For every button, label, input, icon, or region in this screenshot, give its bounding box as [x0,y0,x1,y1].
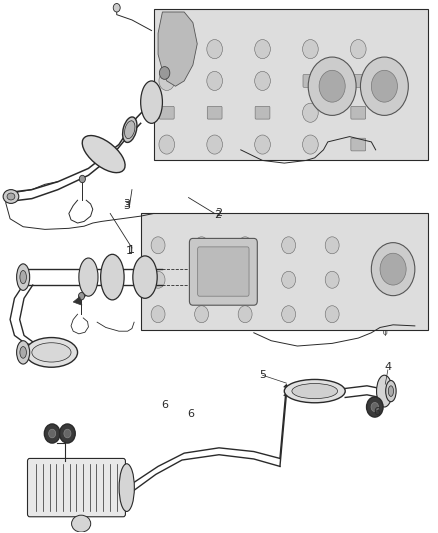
Ellipse shape [25,337,78,367]
Circle shape [371,402,378,411]
Circle shape [151,271,165,288]
Circle shape [238,306,252,322]
Circle shape [238,271,252,288]
Circle shape [159,67,170,79]
Circle shape [159,39,175,59]
Text: 6: 6 [161,400,168,410]
Circle shape [44,424,60,443]
Circle shape [254,135,270,154]
FancyBboxPatch shape [303,75,318,87]
Ellipse shape [82,135,125,173]
Circle shape [308,57,356,115]
Circle shape [282,306,296,322]
Circle shape [60,424,75,443]
Circle shape [319,70,345,102]
Circle shape [282,237,296,254]
Ellipse shape [124,121,135,139]
FancyBboxPatch shape [159,107,174,119]
Circle shape [194,306,208,322]
FancyBboxPatch shape [189,238,257,305]
Circle shape [380,253,406,285]
Circle shape [207,135,223,154]
Ellipse shape [133,256,157,298]
Text: ψ: ψ [382,330,387,336]
Circle shape [238,237,252,254]
Text: 1: 1 [127,245,134,255]
Ellipse shape [119,464,134,512]
Text: 3: 3 [123,201,130,211]
Circle shape [194,271,208,288]
Polygon shape [141,214,428,330]
FancyBboxPatch shape [198,247,249,296]
Polygon shape [154,10,428,160]
Circle shape [159,135,175,154]
Ellipse shape [141,81,162,123]
Circle shape [371,70,397,102]
Circle shape [207,71,223,91]
Text: 2: 2 [215,208,223,219]
Circle shape [254,39,270,59]
Circle shape [159,71,175,91]
Circle shape [151,237,165,254]
Circle shape [303,135,318,154]
Circle shape [79,175,85,183]
FancyBboxPatch shape [351,107,366,119]
Circle shape [151,306,165,322]
Ellipse shape [20,270,26,284]
Text: 2: 2 [215,209,222,220]
Circle shape [49,429,56,438]
Ellipse shape [79,258,98,296]
Ellipse shape [292,384,338,399]
Text: 6: 6 [373,407,380,417]
Ellipse shape [123,117,137,142]
Ellipse shape [71,515,91,532]
Ellipse shape [17,341,30,364]
Circle shape [78,293,85,300]
FancyBboxPatch shape [351,75,366,87]
Polygon shape [73,297,82,305]
Text: 3: 3 [123,199,130,209]
Ellipse shape [101,254,124,300]
Ellipse shape [284,379,345,403]
Ellipse shape [389,386,393,397]
Ellipse shape [7,193,15,200]
Ellipse shape [3,190,19,204]
Ellipse shape [386,381,396,402]
Circle shape [325,237,339,254]
Circle shape [303,103,318,122]
FancyBboxPatch shape [351,138,366,151]
FancyBboxPatch shape [28,458,125,517]
Circle shape [350,39,366,59]
Circle shape [64,429,71,438]
Ellipse shape [17,264,30,290]
Circle shape [207,39,223,59]
Ellipse shape [377,375,392,407]
Circle shape [367,397,383,417]
FancyBboxPatch shape [255,107,270,119]
Text: 1: 1 [126,246,133,256]
Text: 5: 5 [259,370,266,380]
Circle shape [113,4,120,12]
Ellipse shape [20,346,26,358]
Text: 4: 4 [384,362,392,372]
Circle shape [325,271,339,288]
Circle shape [360,57,408,115]
Circle shape [194,237,208,254]
Circle shape [325,306,339,322]
Circle shape [254,71,270,91]
Circle shape [303,39,318,59]
Ellipse shape [32,343,71,362]
Text: 6: 6 [187,409,194,419]
FancyBboxPatch shape [207,107,222,119]
Circle shape [282,271,296,288]
Polygon shape [158,12,197,86]
Circle shape [371,243,415,296]
